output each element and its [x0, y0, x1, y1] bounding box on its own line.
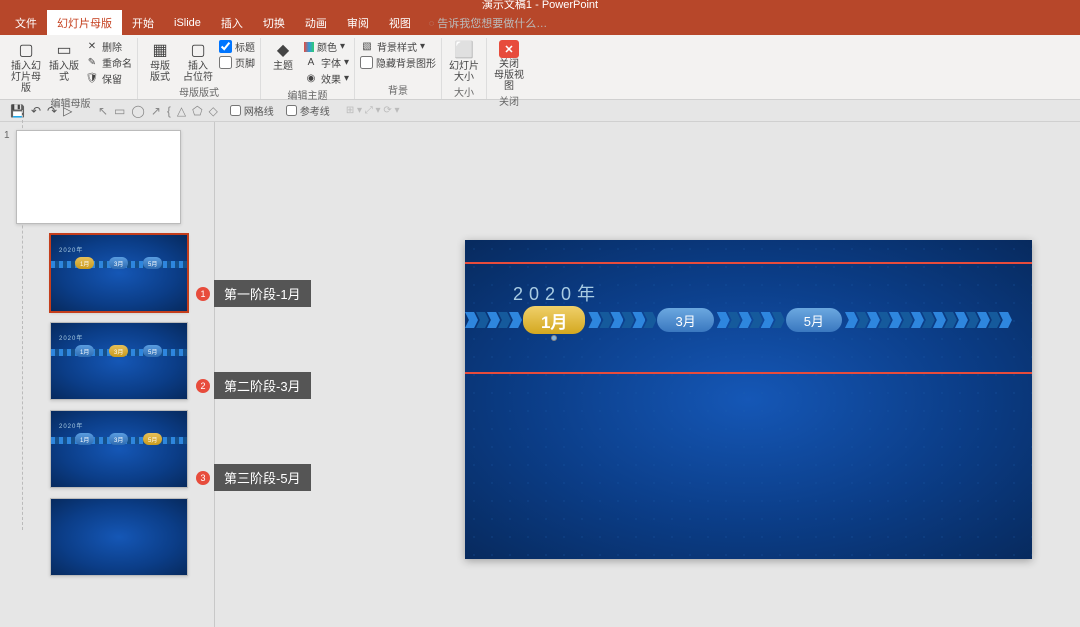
tool-icon[interactable]: ◇ — [209, 104, 218, 118]
tool-icon[interactable]: ⬠ — [192, 104, 202, 118]
group-edit-theme: ◆主题 颜色 ▾ A字体 ▾ ◉效果 ▾ 编辑主题 — [261, 38, 355, 99]
group-close: ✕关闭 母版视图 关闭 — [487, 38, 531, 99]
bg-styles-icon: ▧ — [360, 41, 374, 53]
guides-checkbox[interactable]: 参考线 — [286, 103, 330, 118]
master-index: 1 — [4, 130, 10, 141]
slide[interactable]: 2020年 1月 3月 5月 — [465, 240, 1032, 559]
insert-placeholder-button[interactable]: ▢插入 占位符 — [181, 38, 215, 83]
pointer-icon[interactable]: ↖ — [98, 104, 108, 118]
gridlines-checkbox[interactable]: 网格线 — [230, 103, 274, 118]
colors-icon — [304, 42, 314, 52]
tab-islide[interactable]: iSlide — [164, 10, 211, 35]
preserve-icon: 🛡 — [85, 73, 99, 85]
annotation-2: 2 第二阶段-3月 — [196, 372, 311, 399]
thumbnail-master[interactable] — [16, 130, 181, 224]
hide-bg-checkbox[interactable]: 隐藏背景图形 — [360, 55, 436, 70]
colors-button[interactable]: 颜色 ▾ — [304, 39, 349, 54]
tab-slide-master[interactable]: 幻灯片母版 — [47, 10, 122, 35]
master-layout-icon: ▦ — [149, 40, 171, 60]
group-background: ▧背景样式 ▾ 隐藏背景图形 背景 — [355, 38, 442, 99]
delete-icon: ✕ — [85, 41, 99, 53]
month-pill-5[interactable]: 5月 — [786, 308, 842, 332]
rename-button[interactable]: ✎重命名 — [85, 55, 132, 70]
close-icon: ✕ — [499, 40, 519, 58]
tab-transitions[interactable]: 切换 — [253, 10, 295, 35]
bg-styles-button[interactable]: ▧背景样式 ▾ — [360, 39, 436, 54]
thumbnail-layout-4[interactable] — [50, 498, 188, 576]
tool-icon[interactable]: ◯ — [131, 104, 144, 118]
tab-file[interactable]: 文件 — [5, 10, 47, 35]
annotation-3: 3 第三阶段-5月 — [196, 464, 311, 491]
redo-icon[interactable]: ↷ — [47, 104, 57, 118]
tab-home[interactable]: 开始 — [122, 10, 164, 35]
title-checkbox[interactable]: 标题 — [219, 39, 255, 54]
themes-button[interactable]: ◆主题 — [266, 38, 300, 72]
start-from-beginning-icon[interactable]: ▷ — [63, 104, 72, 118]
group-edit-master: ▢插入幻 灯片母版 ▭插入版式 ✕删除 ✎重命名 🛡保留 编辑母版 — [4, 38, 138, 99]
slide-size-button[interactable]: ⬜幻灯片 大小 — [447, 38, 481, 83]
insert-slide-master-button[interactable]: ▢插入幻 灯片母版 — [9, 38, 43, 94]
thumbnail-pane: 1 2020年 1月 3月 5月 2020年 1月 3月 5月 — [0, 122, 215, 627]
footers-checkbox[interactable]: 页脚 — [219, 55, 255, 70]
undo-icon[interactable]: ↶ — [31, 104, 41, 118]
title-bar: 演示文稿1 - PowerPoint — [0, 0, 1080, 10]
placeholder-icon: ▢ — [187, 40, 209, 60]
slide-year: 2020年 — [513, 280, 601, 306]
canvas[interactable]: 2020年 1月 3月 5月 — [215, 122, 1080, 627]
tab-view[interactable]: 视图 — [379, 10, 421, 35]
fonts-icon: A — [304, 57, 318, 69]
tool-icon[interactable]: ↗ — [151, 104, 161, 118]
month-pill-1[interactable]: 1月 — [523, 306, 585, 334]
effects-button[interactable]: ◉效果 ▾ — [304, 71, 349, 86]
align-tools[interactable]: ⊞ ▾ ⤢ ▾ ⟳ ▾ — [346, 105, 400, 116]
thumbnail-layout-1[interactable]: 2020年 1月 3月 5月 — [50, 234, 188, 312]
delete-button[interactable]: ✕删除 — [85, 39, 132, 54]
timeline-bar: 1月 3月 5月 — [465, 312, 1032, 328]
rename-icon: ✎ — [85, 57, 99, 69]
slide-size-icon: ⬜ — [453, 40, 475, 60]
tab-insert[interactable]: 插入 — [211, 10, 253, 35]
tool-icon[interactable]: { — [167, 104, 171, 118]
insert-layout-button[interactable]: ▭插入版式 — [47, 38, 81, 83]
group-master-layout: ▦母版 版式 ▢插入 占位符 标题 页脚 母版版式 — [138, 38, 261, 99]
quick-access-toolbar: 💾 ↶ ↷ ▷ ↖ ▭ ◯ ↗ { △ ⬠ ◇ 网格线 参考线 ⊞ ▾ ⤢ ▾ … — [0, 100, 1080, 122]
annotation-1: 1 第一阶段-1月 — [196, 280, 311, 307]
group-size: ⬜幻灯片 大小 大小 — [442, 38, 487, 99]
tool-icon[interactable]: ▭ — [114, 104, 125, 118]
layout-icon: ▭ — [53, 40, 75, 60]
themes-icon: ◆ — [272, 40, 294, 60]
effects-icon: ◉ — [304, 73, 318, 85]
preserve-button[interactable]: 🛡保留 — [85, 71, 132, 86]
tab-review[interactable]: 审阅 — [337, 10, 379, 35]
thumbnail-layout-2[interactable]: 2020年 1月 3月 5月 — [50, 322, 188, 400]
thumbnail-layout-3[interactable]: 2020年 1月 3月 5月 — [50, 410, 188, 488]
ribbon: ▢插入幻 灯片母版 ▭插入版式 ✕删除 ✎重命名 🛡保留 编辑母版 ▦母版 版式… — [0, 35, 1080, 100]
tell-me[interactable]: 告诉我您想要做什么… — [421, 10, 547, 35]
month-pill-3[interactable]: 3月 — [657, 308, 713, 332]
ribbon-tabs: 文件 幻灯片母版 开始 iSlide 插入 切换 动画 审阅 视图 告诉我您想要… — [0, 10, 1080, 35]
workspace: 1 2020年 1月 3月 5月 2020年 1月 3月 5月 — [0, 122, 1080, 627]
slide-master-icon: ▢ — [15, 40, 37, 60]
close-master-button[interactable]: ✕关闭 母版视图 — [492, 38, 526, 92]
fonts-button[interactable]: A字体 ▾ — [304, 55, 349, 70]
tool-icon[interactable]: △ — [177, 104, 186, 118]
tab-animations[interactable]: 动画 — [295, 10, 337, 35]
master-layout-button[interactable]: ▦母版 版式 — [143, 38, 177, 83]
